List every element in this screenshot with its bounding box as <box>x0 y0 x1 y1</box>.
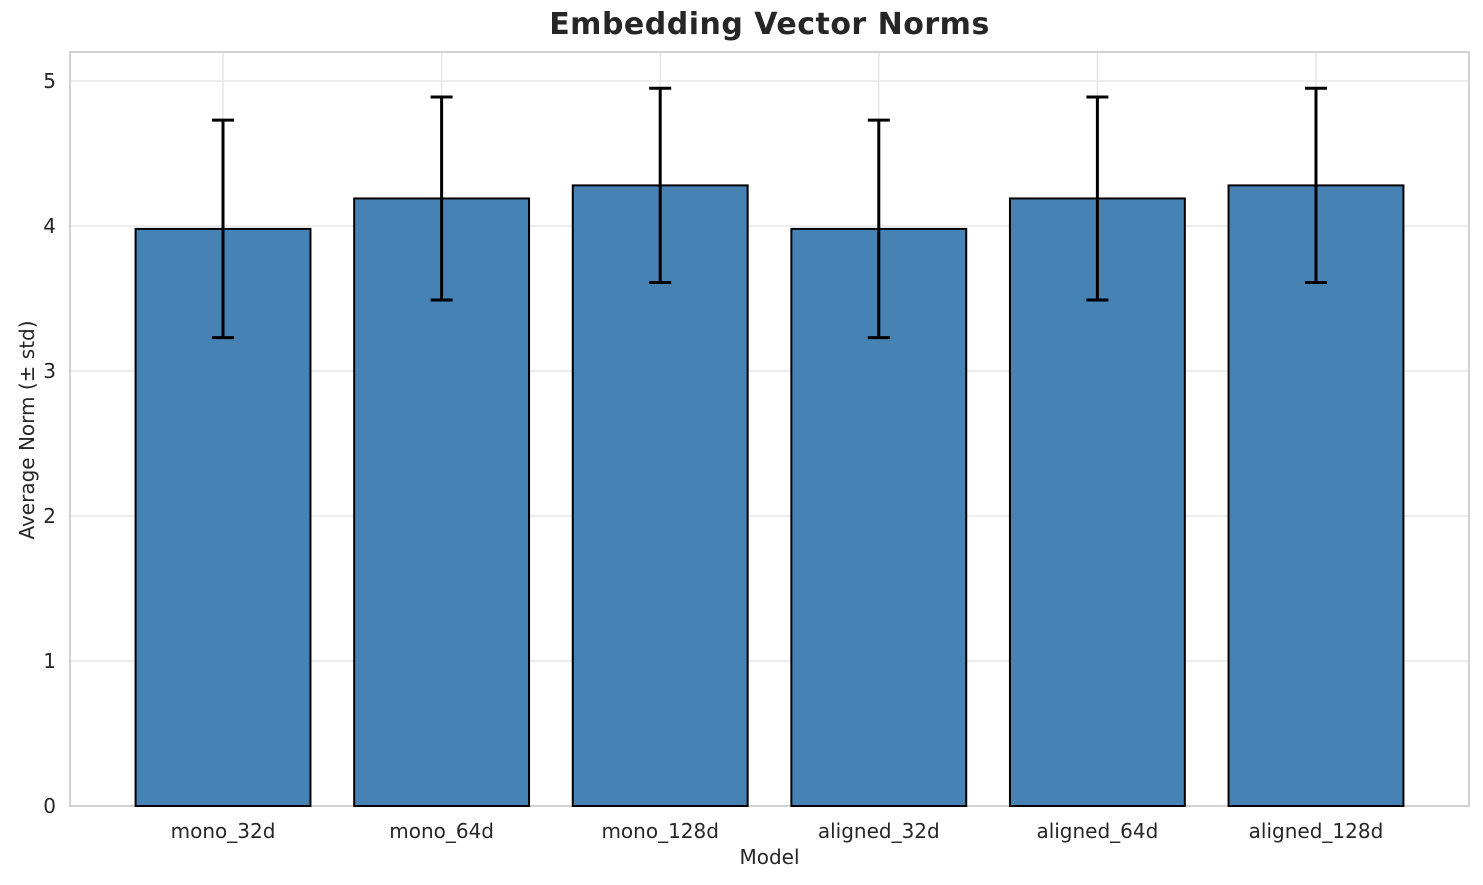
y-tick-label: 4 <box>43 214 56 238</box>
y-tick-label: 1 <box>43 649 56 673</box>
x-tick-label: mono_64d <box>389 819 494 843</box>
x-tick-label: aligned_64d <box>1036 819 1158 843</box>
bar-aligned_128d <box>1227 184 1405 807</box>
y-tick-label: 0 <box>43 794 56 818</box>
axes-border <box>69 51 1470 807</box>
y-tick-label: 3 <box>43 359 56 383</box>
y-tick-label: 5 <box>43 69 56 93</box>
x-tick-label: mono_32d <box>171 819 276 843</box>
y-tick-label: 2 <box>43 504 56 528</box>
x-tick-label: mono_128d <box>601 819 719 843</box>
x-tick-label: aligned_32d <box>818 819 940 843</box>
x-tick-label: aligned_128d <box>1249 819 1384 843</box>
chart-title: Embedding Vector Norms <box>549 7 990 42</box>
x-axis-label: Model <box>739 845 800 869</box>
